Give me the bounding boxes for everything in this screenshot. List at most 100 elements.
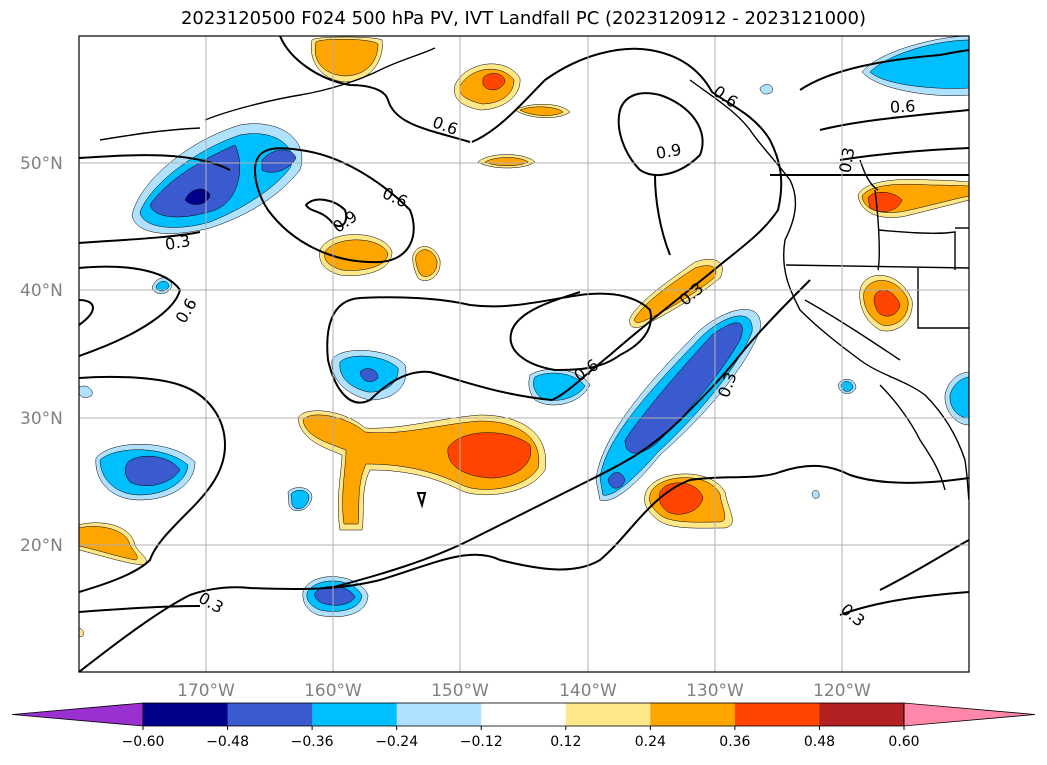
coastline — [785, 264, 969, 269]
colorbar-tick-label: −0.48 — [206, 734, 249, 750]
contour-label: 0.3 — [835, 146, 858, 174]
anomaly-blob — [873, 290, 901, 317]
contour-line — [839, 147, 969, 161]
negative-anomaly-fills — [79, 36, 969, 618]
colorbar-segment — [650, 703, 736, 726]
anomaly-blob — [261, 149, 297, 173]
lat-label-30n: 30°N — [20, 409, 63, 429]
lon-label-140w: 140°W — [559, 681, 617, 701]
anomaly-blob — [415, 249, 438, 277]
contour-label: 0.9 — [654, 140, 682, 163]
lat-label-20n: 20°N — [20, 536, 63, 556]
colorbar-tick-label: 0.48 — [804, 734, 835, 750]
coastline — [874, 189, 880, 271]
coastline — [859, 159, 879, 191]
lon-label-150w: 150°W — [431, 681, 489, 701]
contour-line — [799, 49, 969, 91]
coastline — [804, 299, 901, 361]
colorbar-tick-label: −0.24 — [375, 734, 418, 750]
anomaly-blob — [634, 265, 717, 323]
contour-line — [79, 231, 201, 244]
contour-line — [79, 375, 227, 593]
contour-line — [304, 198, 348, 228]
contour-line — [819, 109, 969, 131]
anomaly-blob — [290, 490, 310, 510]
anomaly-blob — [447, 432, 532, 479]
anomaly-blob — [125, 455, 181, 486]
coastline — [204, 47, 436, 121]
anomaly-blob — [482, 73, 506, 91]
colorbar-extend-low — [11, 702, 144, 727]
anomaly-blob — [811, 489, 820, 499]
contour-line — [617, 92, 704, 176]
lon-label-170w: 170°W — [177, 681, 235, 701]
colorbar-tick-label: −0.60 — [122, 734, 165, 750]
colorbar-segment — [734, 703, 820, 726]
contour-line — [654, 174, 671, 256]
colorbar-segment — [227, 703, 313, 726]
colorbar-segment — [143, 703, 229, 726]
colorbar-tick-label: 0.36 — [719, 734, 750, 750]
colorbar-tick-label: 0.24 — [635, 734, 666, 750]
anomaly-blob — [79, 628, 84, 637]
anomaly-blob — [79, 385, 93, 398]
anomaly-blob — [949, 376, 969, 419]
coastline — [689, 79, 969, 501]
coastlines — [99, 47, 969, 501]
positive-anomaly-fills — [79, 36, 969, 637]
contour-line — [839, 591, 969, 616]
coastline — [917, 268, 969, 329]
anomaly-blob — [607, 472, 626, 489]
lat-labels: 20°N 30°N 40°N 50°N — [20, 154, 63, 556]
map-title: 2023120500 F024 500 hPa PV, IVT Landfall… — [180, 8, 867, 29]
lon-label-120w: 120°W — [813, 681, 871, 701]
contour-label: 0.3 — [163, 231, 191, 254]
map-area: 0.6 0.6 0.6 0.9 0.3 0.6 0.9 0.3 0.6 0.3 … — [79, 36, 969, 672]
contour-line — [79, 299, 94, 326]
gridlines — [79, 36, 969, 672]
anomaly-blob — [184, 188, 211, 205]
colorbar-tick-label: 0.12 — [550, 734, 581, 750]
anomaly-blob — [519, 106, 564, 116]
anomaly-blob — [533, 372, 586, 401]
contour-line — [279, 36, 471, 143]
anomaly-blob — [624, 322, 743, 454]
colorbar-segment — [819, 703, 905, 726]
coastline — [877, 229, 956, 270]
colorbar-segment — [396, 703, 482, 726]
coastline — [879, 384, 946, 491]
lon-label-130w: 130°W — [686, 681, 744, 701]
contour-line — [329, 279, 811, 589]
anomaly-blob — [840, 381, 854, 392]
lon-label-160w: 160°W — [304, 681, 362, 701]
anomaly-blob — [359, 368, 379, 382]
colorbar-segment — [481, 703, 567, 726]
colorbar-tick-label: 0.60 — [888, 734, 919, 750]
coastline — [99, 127, 201, 141]
anomaly-blob — [79, 526, 138, 561]
contour-line — [879, 539, 969, 591]
colorbar-extend-high — [903, 702, 1036, 727]
colorbar-tick-label: −0.36 — [291, 734, 334, 750]
anomaly-blob — [484, 157, 529, 166]
colorbar-tick-label: −0.12 — [460, 734, 503, 750]
lat-label-50n: 50°N — [20, 154, 63, 174]
contour-label: 0.6 — [889, 96, 915, 116]
anomaly-blob — [869, 39, 969, 89]
anomaly-blob — [314, 38, 379, 77]
contour-line — [253, 147, 415, 264]
colorbar: −0.60 −0.48 −0.36 −0.24 −0.12 0.12 0.24 0.36 0.4… — [11, 702, 1036, 750]
contour-line — [326, 47, 783, 404]
contour-line — [416, 492, 427, 509]
anomaly-blob — [759, 84, 773, 95]
map-frame — [78, 35, 970, 673]
contour-line — [79, 464, 969, 672]
contour-line — [79, 605, 201, 613]
lat-label-40n: 40°N — [20, 281, 63, 301]
colorbar-segment — [312, 703, 398, 726]
colorbar-outline — [142, 702, 905, 727]
lon-labels: 170°W 160°W 150°W 140°W 130°W 120°W — [177, 681, 871, 701]
contour-line — [79, 154, 231, 171]
colorbar-segment — [565, 703, 651, 726]
